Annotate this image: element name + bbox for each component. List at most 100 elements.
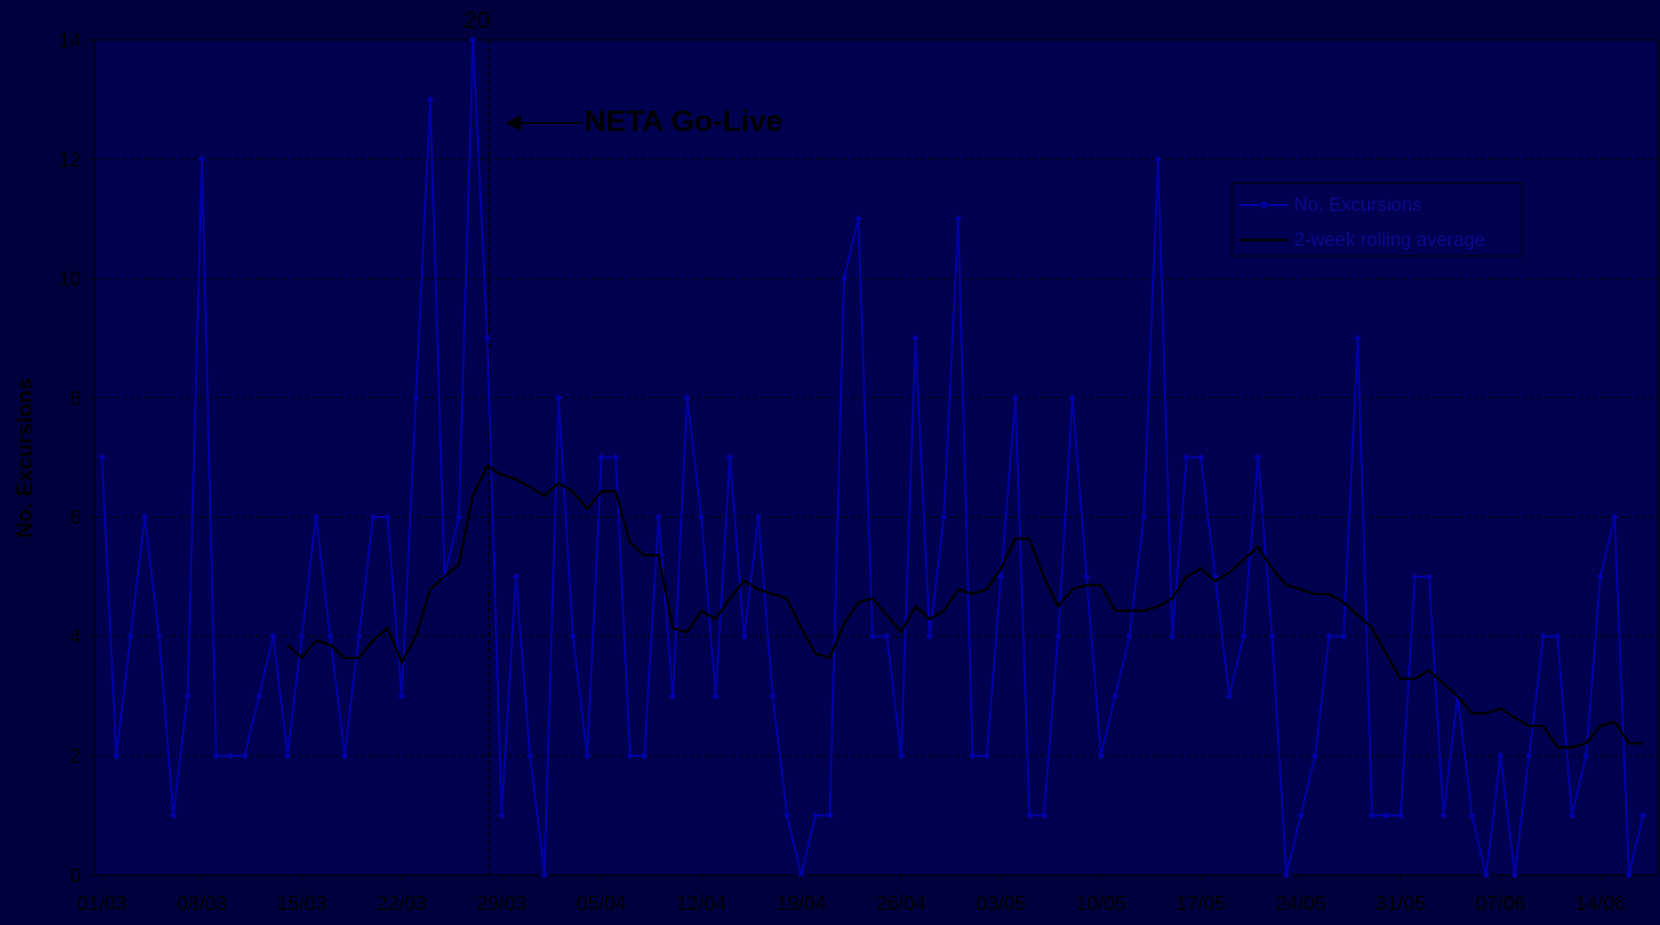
y-tick-label: 14 [59, 30, 81, 52]
data-point [498, 811, 506, 819]
data-point [640, 752, 648, 760]
data-point [1354, 334, 1362, 342]
data-point [1140, 513, 1148, 521]
data-point [612, 454, 620, 461]
data-point [1525, 752, 1533, 760]
y-tick-label: 10 [59, 269, 81, 291]
data-point [897, 752, 905, 760]
data-point [512, 573, 520, 581]
x-tick-label: 05/04 [576, 893, 626, 915]
x-tick-label: 15/03 [277, 893, 327, 915]
data-point [483, 334, 491, 342]
x-tick-label: 12/04 [676, 893, 726, 915]
x-tick-label: 03/05 [976, 893, 1026, 915]
x-tick-label: 01/03 [77, 893, 127, 915]
data-point [826, 811, 834, 819]
data-point [911, 334, 919, 342]
data-point [1382, 811, 1390, 819]
data-point [812, 811, 819, 819]
data-point [1368, 811, 1376, 819]
data-point [1183, 454, 1191, 461]
data-point [169, 811, 177, 819]
go-live-arrow-head [505, 115, 522, 131]
data-point [383, 513, 391, 521]
data-point [127, 632, 135, 640]
y-axis-ticks: 0 2 4 6 8 10 12 14 [59, 30, 95, 887]
data-point [398, 692, 406, 700]
data-point [1011, 394, 1019, 402]
x-tick-label: 24/05 [1276, 893, 1326, 915]
data-point [1539, 632, 1547, 640]
x-tick-label: 10/05 [1076, 893, 1126, 915]
data-point [298, 632, 306, 640]
data-point [926, 632, 934, 640]
legend-marker-excursions [1260, 201, 1268, 209]
data-point [1582, 752, 1590, 760]
data-point [1554, 632, 1562, 640]
data-point [141, 513, 149, 521]
data-point [226, 752, 234, 760]
data-point [883, 632, 891, 640]
data-point [1282, 871, 1290, 879]
data-point [1425, 573, 1433, 581]
data-point [1154, 155, 1162, 163]
data-point [255, 692, 263, 700]
data-point [583, 752, 591, 760]
data-point [198, 155, 206, 163]
data-point [1468, 811, 1476, 819]
data-point [1397, 811, 1405, 819]
data-point [1083, 573, 1091, 581]
y-tick-label: 12 [59, 149, 81, 171]
legend-label-average: 2-week rolling average [1294, 230, 1485, 251]
y-tick-label: 8 [70, 388, 81, 410]
series-no-excursions [98, 36, 1647, 879]
data-point [740, 632, 748, 640]
data-point [1639, 811, 1647, 819]
y-tick-label: 2 [70, 746, 81, 768]
data-point [655, 513, 663, 521]
data-point [783, 811, 791, 819]
data-point [1197, 454, 1205, 461]
series-average-line [286, 463, 1644, 749]
data-point [597, 454, 605, 461]
data-point [1111, 692, 1119, 700]
data-point [212, 752, 220, 760]
data-point [284, 752, 292, 760]
series-rolling-average [286, 463, 1644, 749]
chart-legend: No. Excursions 2-week rolling average [1231, 182, 1523, 257]
data-point [1040, 811, 1048, 819]
data-point [369, 513, 377, 521]
x-tick-label: 08/03 [177, 893, 227, 915]
data-point [968, 752, 976, 760]
go-live-annotation: NETA Go-Live [584, 105, 782, 138]
y-tick-label: 0 [70, 865, 81, 887]
data-point [1568, 811, 1576, 819]
legend-box [1231, 182, 1523, 257]
y-tick-label: 4 [70, 626, 81, 648]
data-point [669, 692, 677, 700]
data-point [469, 36, 477, 44]
data-point [326, 632, 334, 640]
go-live-marker [488, 40, 583, 875]
data-point [455, 513, 463, 521]
data-point [1054, 632, 1062, 640]
data-point [426, 96, 434, 104]
data-point [1297, 811, 1305, 819]
data-point [1625, 871, 1633, 879]
data-point [98, 454, 106, 461]
data-point [854, 215, 862, 223]
data-point [241, 752, 249, 760]
x-axis-ticks: 01/03 08/03 15/03 22/03 29/03 05/04 12/04 19/04… [77, 875, 1625, 915]
data-point [112, 752, 120, 760]
legend-label-excursions: No. Excursions [1294, 195, 1422, 216]
x-tick-label: 22/03 [377, 893, 427, 915]
data-point [1168, 632, 1176, 640]
x-tick-label: 29/03 [477, 893, 527, 915]
data-point [1125, 632, 1133, 640]
data-point [184, 692, 192, 700]
data-point [1482, 871, 1490, 879]
data-point [341, 752, 349, 760]
data-point [312, 513, 320, 521]
data-point [1439, 811, 1447, 819]
